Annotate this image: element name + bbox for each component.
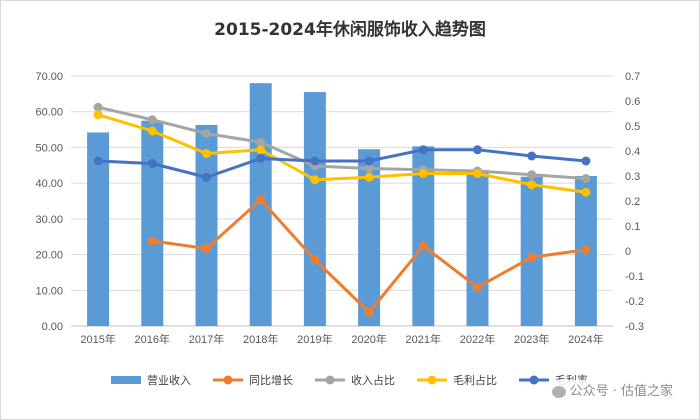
- bar-2020年: [358, 149, 381, 326]
- point-毛利率: [473, 145, 482, 155]
- point-收入占比: [202, 129, 211, 138]
- point-毛利率: [310, 156, 320, 166]
- legend-label-收入占比: 收入占比: [351, 373, 395, 387]
- bar-2019年: [303, 92, 326, 326]
- left-axis-tick-label: 10.00: [35, 285, 63, 297]
- bar-2015年: [87, 132, 110, 326]
- x-axis-tick-label: 2018年: [243, 332, 278, 346]
- point-毛利率: [527, 151, 537, 161]
- legend-swatch-营业收入: [111, 376, 141, 384]
- right-axis-tick-label: 0.1: [625, 221, 640, 233]
- bar-2022年: [466, 170, 489, 326]
- x-axis-tick-label: 2017年: [189, 332, 224, 346]
- x-axis-tick-label: 2020年: [351, 332, 386, 346]
- legend-marker-毛利率: [529, 375, 539, 385]
- bar-2021年: [412, 146, 435, 326]
- point-毛利占比: [527, 180, 537, 190]
- x-axis-tick-label: 2019年: [297, 332, 332, 346]
- chart-title: 2015-2024年休闲服饰收入趋势图: [214, 20, 486, 40]
- point-毛利占比: [202, 149, 211, 158]
- point-毛利占比: [256, 145, 266, 155]
- right-axis-tick-label: 0.5: [625, 121, 640, 133]
- series-line-收入占比: [97, 105, 587, 180]
- point-毛利占比: [310, 175, 320, 185]
- legend-marker-毛利占比: [427, 375, 437, 385]
- left-axis-tick-label: 20.00: [35, 250, 63, 262]
- point-同比增长: [418, 241, 428, 251]
- bar-2023年: [520, 176, 543, 326]
- point-同比增长: [202, 244, 211, 253]
- x-axis-tick-label: 2023年: [514, 332, 549, 346]
- right-axis-tick-label: 0.3: [625, 171, 640, 183]
- left-axis-tick-label: 70.00: [35, 71, 63, 83]
- left-axis-tick-label: 40.00: [35, 178, 63, 190]
- point-毛利占比: [418, 169, 428, 178]
- point-毛利率: [93, 156, 103, 166]
- point-毛利率: [147, 159, 157, 168]
- x-axis-tick-label: 2016年: [135, 332, 170, 346]
- x-axis-tick-label: 2024年: [568, 332, 603, 346]
- point-同比增长: [581, 245, 591, 255]
- point-收入占比: [93, 102, 103, 112]
- bar-2018年: [249, 83, 272, 327]
- point-毛利占比: [473, 169, 482, 178]
- right-axis-tick-label: 0.2: [625, 196, 640, 208]
- point-收入占比: [364, 164, 374, 173]
- point-收入占比: [581, 174, 591, 183]
- left-axis-tick-label: 30.00: [35, 214, 63, 226]
- point-毛利占比: [581, 187, 591, 197]
- x-axis-tick-label: 2021年: [406, 332, 441, 346]
- point-收入占比: [256, 137, 266, 147]
- watermark: 公众号 · 估值之家: [549, 380, 675, 399]
- point-毛利率: [581, 156, 591, 166]
- x-axis-tick-label: 2015年: [80, 332, 115, 346]
- legend-marker-收入占比: [325, 375, 335, 385]
- point-收入占比: [147, 115, 157, 125]
- point-同比增长: [147, 236, 157, 246]
- point-毛利率: [364, 156, 374, 166]
- left-axis-tick-label: 60.00: [35, 107, 63, 119]
- legend-label-营业收入: 营业收入: [147, 373, 191, 387]
- point-毛利率: [202, 172, 211, 182]
- legend-label-同比增长: 同比增长: [249, 373, 293, 387]
- left-axis-tick-label: 50.00: [35, 142, 63, 154]
- right-axis-tick-label: -0.3: [625, 321, 644, 333]
- point-同比增长: [310, 255, 320, 265]
- point-收入占比: [527, 170, 537, 180]
- right-axis-tick-label: 0.4: [625, 146, 640, 158]
- point-同比增长: [527, 252, 537, 262]
- bar-2016年: [141, 120, 164, 327]
- right-axis-tick-label: 0.6: [625, 96, 640, 108]
- watermark-text: 公众号 · 估值之家: [569, 384, 673, 399]
- point-同比增长: [364, 307, 374, 317]
- point-毛利占比: [364, 172, 374, 182]
- right-axis-tick-label: 0: [625, 246, 631, 258]
- point-毛利率: [256, 154, 266, 163]
- x-axis-tick-label: 2022年: [460, 332, 495, 346]
- point-毛利率: [418, 145, 428, 155]
- wechat-icon: [551, 385, 566, 398]
- point-毛利占比: [147, 126, 157, 136]
- legend-marker-同比增长: [223, 375, 233, 385]
- series-line-毛利占比: [97, 113, 587, 194]
- point-同比增长: [256, 195, 266, 205]
- legend-label-毛利占比: 毛利占比: [453, 373, 497, 387]
- point-毛利占比: [93, 110, 103, 120]
- right-axis-tick-label: -0.1: [625, 271, 644, 283]
- right-axis-tick-label: 0.7: [625, 71, 640, 83]
- series-line-毛利率: [98, 148, 587, 179]
- point-同比增长: [473, 282, 482, 292]
- left-axis-tick-label: 0.00: [42, 321, 63, 333]
- right-axis-tick-label: -0.2: [625, 296, 644, 308]
